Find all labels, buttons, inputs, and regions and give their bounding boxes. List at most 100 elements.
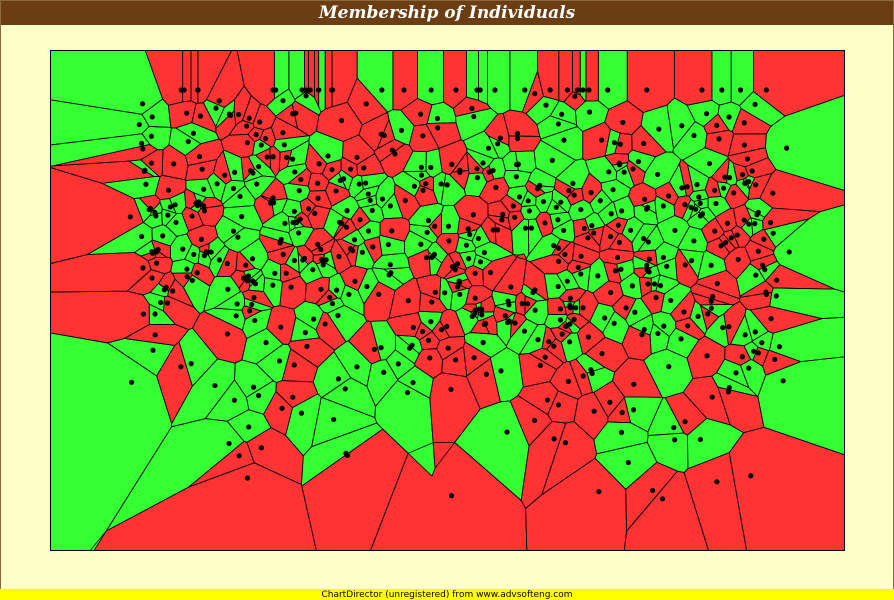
- data-point: [696, 194, 702, 200]
- voronoi-cell: [308, 131, 344, 164]
- voronoi-cell: [168, 100, 197, 129]
- data-point: [693, 206, 699, 212]
- voronoi-edge: [156, 341, 193, 425]
- data-point: [449, 264, 456, 270]
- voronoi-edge: [757, 356, 845, 456]
- data-point: [420, 328, 426, 335]
- voronoi-cell: [348, 174, 364, 198]
- voronoi-cell: [758, 261, 780, 281]
- voronoi-cell: [134, 240, 155, 257]
- data-point: [180, 246, 186, 252]
- voronoi-cell: [426, 122, 462, 149]
- data-point: [365, 228, 372, 234]
- data-point: [253, 132, 259, 138]
- voronoi-cell: [236, 251, 256, 272]
- data-point: [754, 212, 760, 218]
- data-point: [401, 87, 407, 93]
- voronoi-cell: [682, 147, 729, 178]
- data-point: [742, 332, 748, 338]
- voronoi-cell: [585, 156, 617, 184]
- voronoi-cell: [167, 279, 195, 308]
- voronoi-cell: [575, 353, 605, 373]
- data-point: [281, 142, 287, 148]
- data-point: [367, 197, 373, 203]
- voronoi-cell: [572, 243, 600, 265]
- data-point: [424, 229, 430, 235]
- voronoi-cell: [299, 260, 323, 284]
- data-point: [722, 174, 728, 180]
- data-point: [574, 87, 581, 93]
- data-point: [284, 154, 290, 161]
- voronoi-cell: [765, 264, 835, 290]
- data-point: [532, 417, 538, 424]
- data-point: [555, 402, 562, 408]
- data-point: [480, 160, 486, 166]
- voronoi-edge: [360, 172, 389, 190]
- data-point: [216, 257, 222, 263]
- data-point: [559, 111, 565, 117]
- data-point: [555, 217, 561, 223]
- data-point: [232, 169, 238, 175]
- data-point: [246, 115, 252, 121]
- data-point: [682, 262, 688, 268]
- voronoi-cell: [314, 50, 319, 107]
- data-point: [783, 145, 790, 151]
- data-point: [252, 317, 258, 324]
- data-point: [457, 169, 463, 176]
- voronoi-edge: [492, 253, 527, 296]
- data-point: [714, 479, 720, 485]
- data-point: [623, 305, 629, 311]
- data-point: [428, 319, 434, 325]
- data-point: [631, 381, 637, 387]
- data-point: [679, 123, 685, 129]
- voronoi-cell: [386, 312, 422, 337]
- voronoi-cell: [731, 225, 751, 248]
- data-point: [615, 254, 621, 261]
- data-point: [256, 163, 262, 170]
- voronoi-edge: [749, 228, 777, 252]
- data-point: [572, 93, 578, 99]
- voronoi-cell: [183, 275, 210, 314]
- voronoi-cell: [429, 372, 481, 469]
- data-point: [315, 241, 321, 247]
- voronoi-edge: [331, 50, 358, 108]
- voronoi-edge: [593, 380, 626, 418]
- data-point: [357, 217, 363, 223]
- data-point: [428, 164, 434, 171]
- voronoi-edge: [263, 390, 293, 436]
- voronoi-cell: [380, 217, 410, 242]
- voronoi-cell: [601, 179, 631, 202]
- data-point: [612, 268, 619, 274]
- data-point: [495, 141, 501, 147]
- voronoi-cell: [595, 442, 657, 490]
- data-point: [660, 254, 666, 261]
- data-point: [481, 321, 487, 327]
- voronoi-cell: [355, 242, 375, 270]
- data-point: [435, 125, 441, 131]
- voronoi-cell: [478, 50, 488, 105]
- voronoi-edge: [191, 102, 217, 134]
- data-point: [258, 445, 264, 451]
- voronoi-cell: [762, 207, 821, 230]
- voronoi-edge: [745, 206, 766, 222]
- data-point: [708, 298, 714, 304]
- data-point: [280, 251, 286, 258]
- voronoi-edge: [723, 246, 752, 280]
- voronoi-cell: [487, 50, 510, 114]
- data-point: [335, 376, 342, 382]
- data-point: [617, 141, 623, 147]
- voronoi-edge: [50, 166, 144, 265]
- data-point: [767, 220, 774, 226]
- voronoi-edge: [704, 176, 722, 198]
- voronoi-cell: [500, 194, 522, 213]
- voronoi-cell: [554, 178, 575, 198]
- data-point: [516, 194, 523, 200]
- data-point: [682, 419, 688, 425]
- voronoi-cell: [242, 95, 261, 124]
- voronoi-cell: [305, 143, 327, 174]
- data-point: [446, 238, 452, 244]
- data-point: [279, 405, 285, 411]
- data-point: [196, 153, 203, 160]
- data-point: [598, 137, 605, 143]
- voronoi-cell: [191, 102, 216, 133]
